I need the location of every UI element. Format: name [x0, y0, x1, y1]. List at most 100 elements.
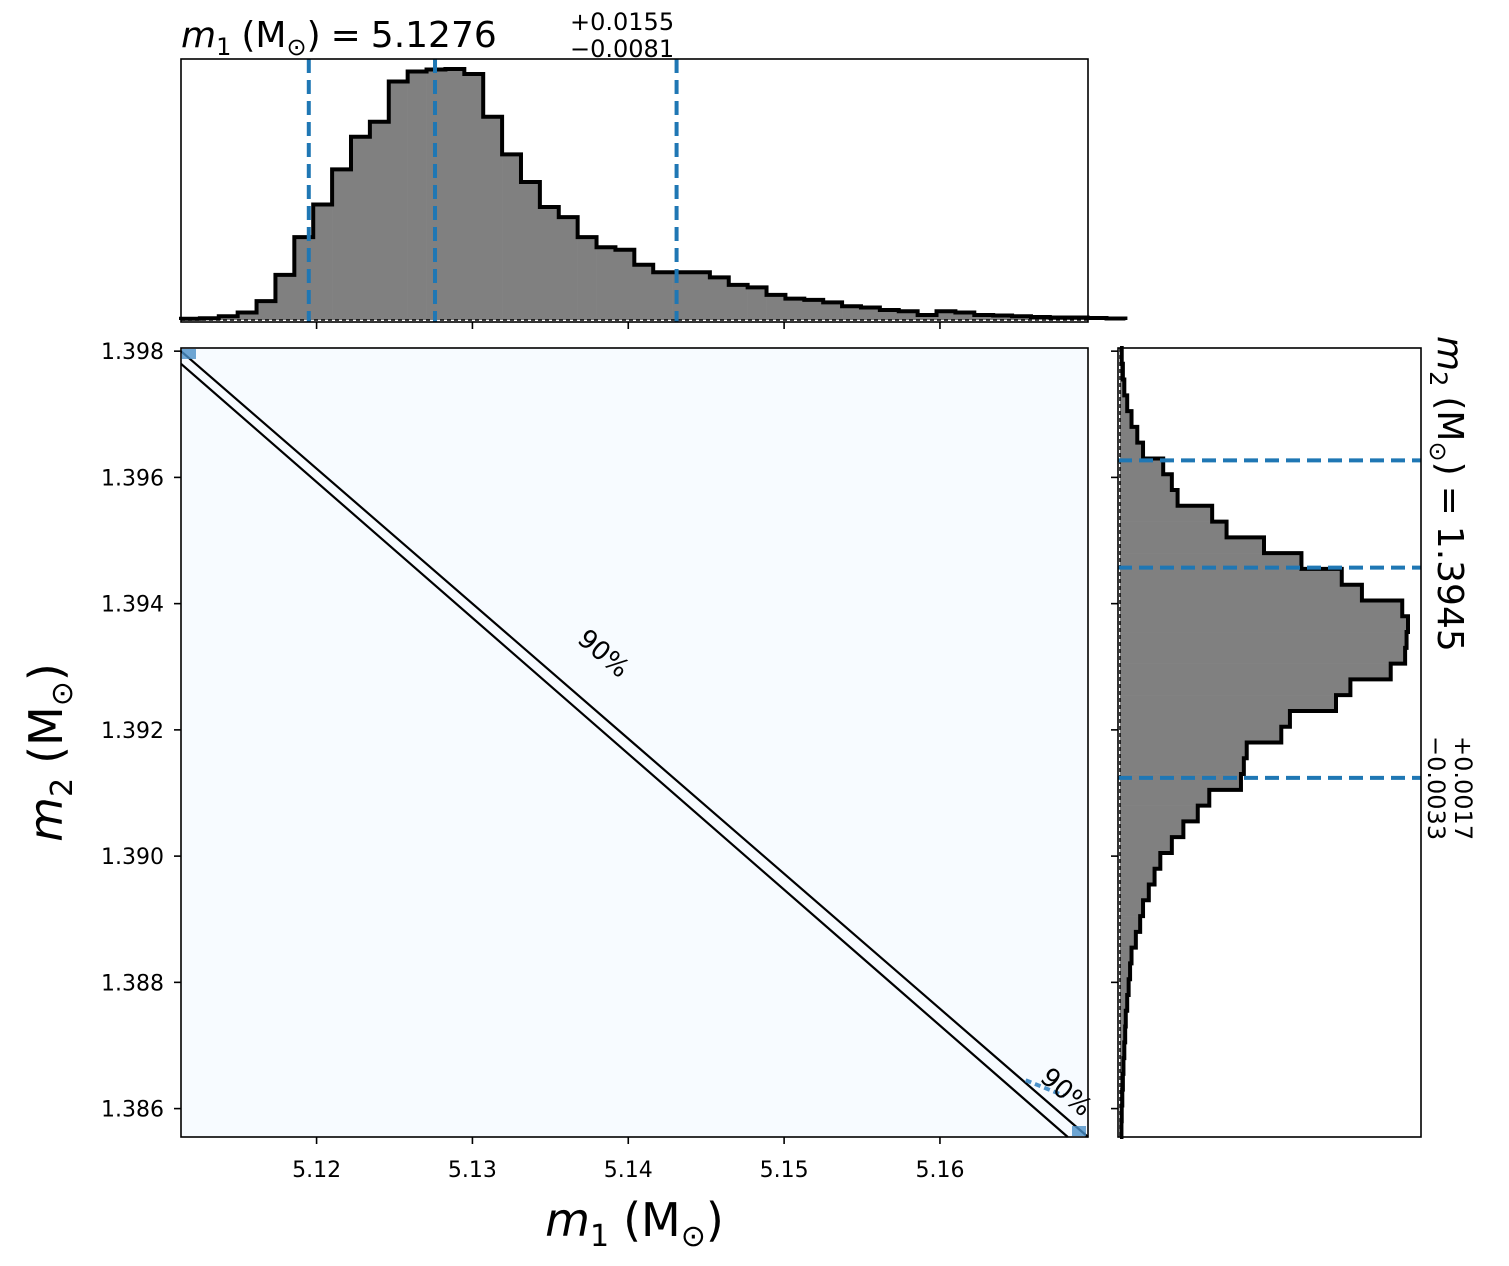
m1-title-lower-error: −0.0081 — [570, 35, 674, 63]
contour-peak-marker — [1072, 1126, 1086, 1136]
m2-title-upper-error: +0.0017 — [1449, 736, 1477, 840]
m1-histogram-bar — [275, 274, 295, 320]
m2-histogram-bar — [1120, 837, 1172, 854]
contour-lines — [180, 350, 1089, 1138]
m2-histogram-bar — [1120, 805, 1198, 822]
m1-histogram-bar — [728, 284, 748, 320]
y-tick-label: 1.386 — [101, 1098, 164, 1123]
m1-histogram-bar — [690, 272, 711, 320]
m2-histogram-bar — [1120, 1010, 1126, 1027]
m2-marginal-title-group: m2(M⊙)=1.3945 +0.0017 −0.0033 — [1422, 336, 1477, 840]
y-tick-label: 1.394 — [101, 593, 164, 618]
m1-histogram-bar — [955, 312, 975, 320]
m1-histogram-bar — [596, 247, 616, 320]
m2-histogram-bar — [1120, 379, 1125, 396]
m2-histogram-bar — [1120, 884, 1149, 901]
m2-title-lower-error: −0.0033 — [1422, 736, 1450, 840]
m2-histogram-bar — [1120, 1042, 1125, 1059]
x-axis-ticks: 5.12 5.13 5.14 5.15 5.16 — [292, 1137, 964, 1183]
m1-histogram-bar — [709, 277, 730, 320]
contour-label-gap — [568, 621, 638, 687]
m1-histogram-bar — [804, 299, 824, 320]
m2-histogram-bar — [1120, 442, 1144, 459]
m1-quantile-lines — [306, 59, 679, 322]
m1-histogram-bar — [407, 71, 427, 320]
m2-histogram-bar — [1120, 947, 1132, 964]
x-tick-label: 5.16 — [915, 1158, 964, 1183]
m2-marginal-y-ticks — [1111, 350, 1118, 1110]
m2-histogram-outline — [1119, 346, 1410, 1139]
m1-histogram-bar — [332, 169, 352, 320]
joint-frame — [180, 347, 1089, 1138]
m1-histogram-bar — [369, 121, 390, 321]
contour-peak-marker — [1024, 1078, 1066, 1098]
m2-histogram-bar — [1120, 679, 1351, 696]
x-tick-label: 5.13 — [448, 1158, 497, 1183]
x-axis-label: m1 (M⊙) — [545, 1193, 724, 1254]
m2-histogram-bar — [1120, 616, 1408, 633]
m2-histogram-bars — [1119, 346, 1410, 1139]
m1-histogram-bar — [237, 312, 257, 320]
x-tick-label: 5.15 — [760, 1158, 809, 1183]
m2-histogram-bar — [1120, 1026, 1126, 1043]
x-tick-label: 5.12 — [292, 1158, 341, 1183]
m2-histogram-bar — [1120, 868, 1155, 885]
m2-histogram-bar — [1120, 537, 1264, 554]
m1-histogram-bar — [653, 272, 673, 320]
m1-histogram-bar — [936, 311, 956, 320]
y-tick-label: 1.388 — [101, 971, 164, 996]
m2-histogram-bar — [1120, 710, 1290, 728]
m2-histogram-bar — [1120, 411, 1132, 428]
m1-histogram-bar — [917, 314, 937, 320]
m2-histogram-bar — [1120, 584, 1362, 601]
m1-histogram-outline — [179, 67, 1128, 321]
m2-histogram-bar — [1120, 758, 1244, 775]
m1-marginal-title: m1 (M⊙) = 5.1276 — [181, 15, 497, 61]
y-axis-ticks: 1.386 1.388 1.390 1.392 1.394 1.396 1.398 — [101, 340, 181, 1123]
m2-marginal-histogram-panel: m2(M⊙)=1.3945 +0.0017 −0.0033 — [1111, 336, 1477, 1139]
m2-histogram-bar — [1120, 647, 1406, 664]
m2-histogram-bar — [1120, 490, 1178, 507]
contour-line — [180, 362, 1069, 1138]
m1-histogram-bar — [350, 136, 371, 320]
m1-histogram-bar — [766, 294, 786, 320]
m2-histogram-bar — [1120, 426, 1138, 443]
m2-histogram-bar — [1120, 474, 1172, 491]
m1-histogram-bar — [823, 302, 843, 320]
m2-histogram-bar — [1120, 521, 1227, 538]
m2-histogram-bar — [1120, 553, 1302, 570]
contour-peak-markers — [182, 349, 1086, 1136]
m2-marginal-frame — [1117, 347, 1422, 1138]
m1-histogram-bar — [785, 298, 805, 320]
y-axis-label: m2(M⊙) — [19, 663, 80, 842]
m2-histogram-bar — [1120, 774, 1241, 791]
m2-histogram-bar — [1120, 505, 1213, 522]
m1-marginal-x-ticks — [315, 322, 941, 329]
m1-histogram-bar — [842, 306, 862, 320]
m1-histogram-bar — [520, 181, 541, 320]
contour-line — [180, 350, 1089, 1138]
m2-histogram-bar — [1120, 931, 1136, 948]
m1-histogram-bar — [388, 81, 408, 320]
m2-histogram-bar — [1120, 568, 1342, 585]
m1-histogram-bar — [634, 264, 654, 320]
m1-histogram-bar — [539, 207, 560, 320]
m1-histogram-bar — [577, 237, 597, 320]
m1-histogram-bar — [993, 315, 1013, 320]
m1-title-upper-error: +0.0155 — [570, 8, 674, 36]
m1-histogram-bar — [672, 272, 692, 320]
m1-histogram-bar — [502, 154, 522, 320]
m1-histogram-bar — [445, 69, 465, 320]
m1-histogram-bars — [179, 67, 1128, 321]
m1-histogram-bar — [860, 307, 881, 320]
m2-histogram-bar — [1120, 695, 1336, 712]
m2-quantile-lines — [1118, 458, 1421, 780]
m1-histogram-bar — [879, 309, 900, 320]
m1-marginal-frame — [180, 58, 1089, 323]
m2-histogram-bar — [1120, 726, 1282, 743]
m2-histogram-bar — [1120, 994, 1128, 1012]
y-tick-label: 1.396 — [101, 466, 164, 491]
m1-histogram-bar — [256, 301, 276, 320]
m1-marginal-histogram-panel: m1 (M⊙) = 5.1276 +0.0155 −0.0081 — [179, 8, 1128, 329]
m2-histogram-bar — [1120, 789, 1210, 806]
